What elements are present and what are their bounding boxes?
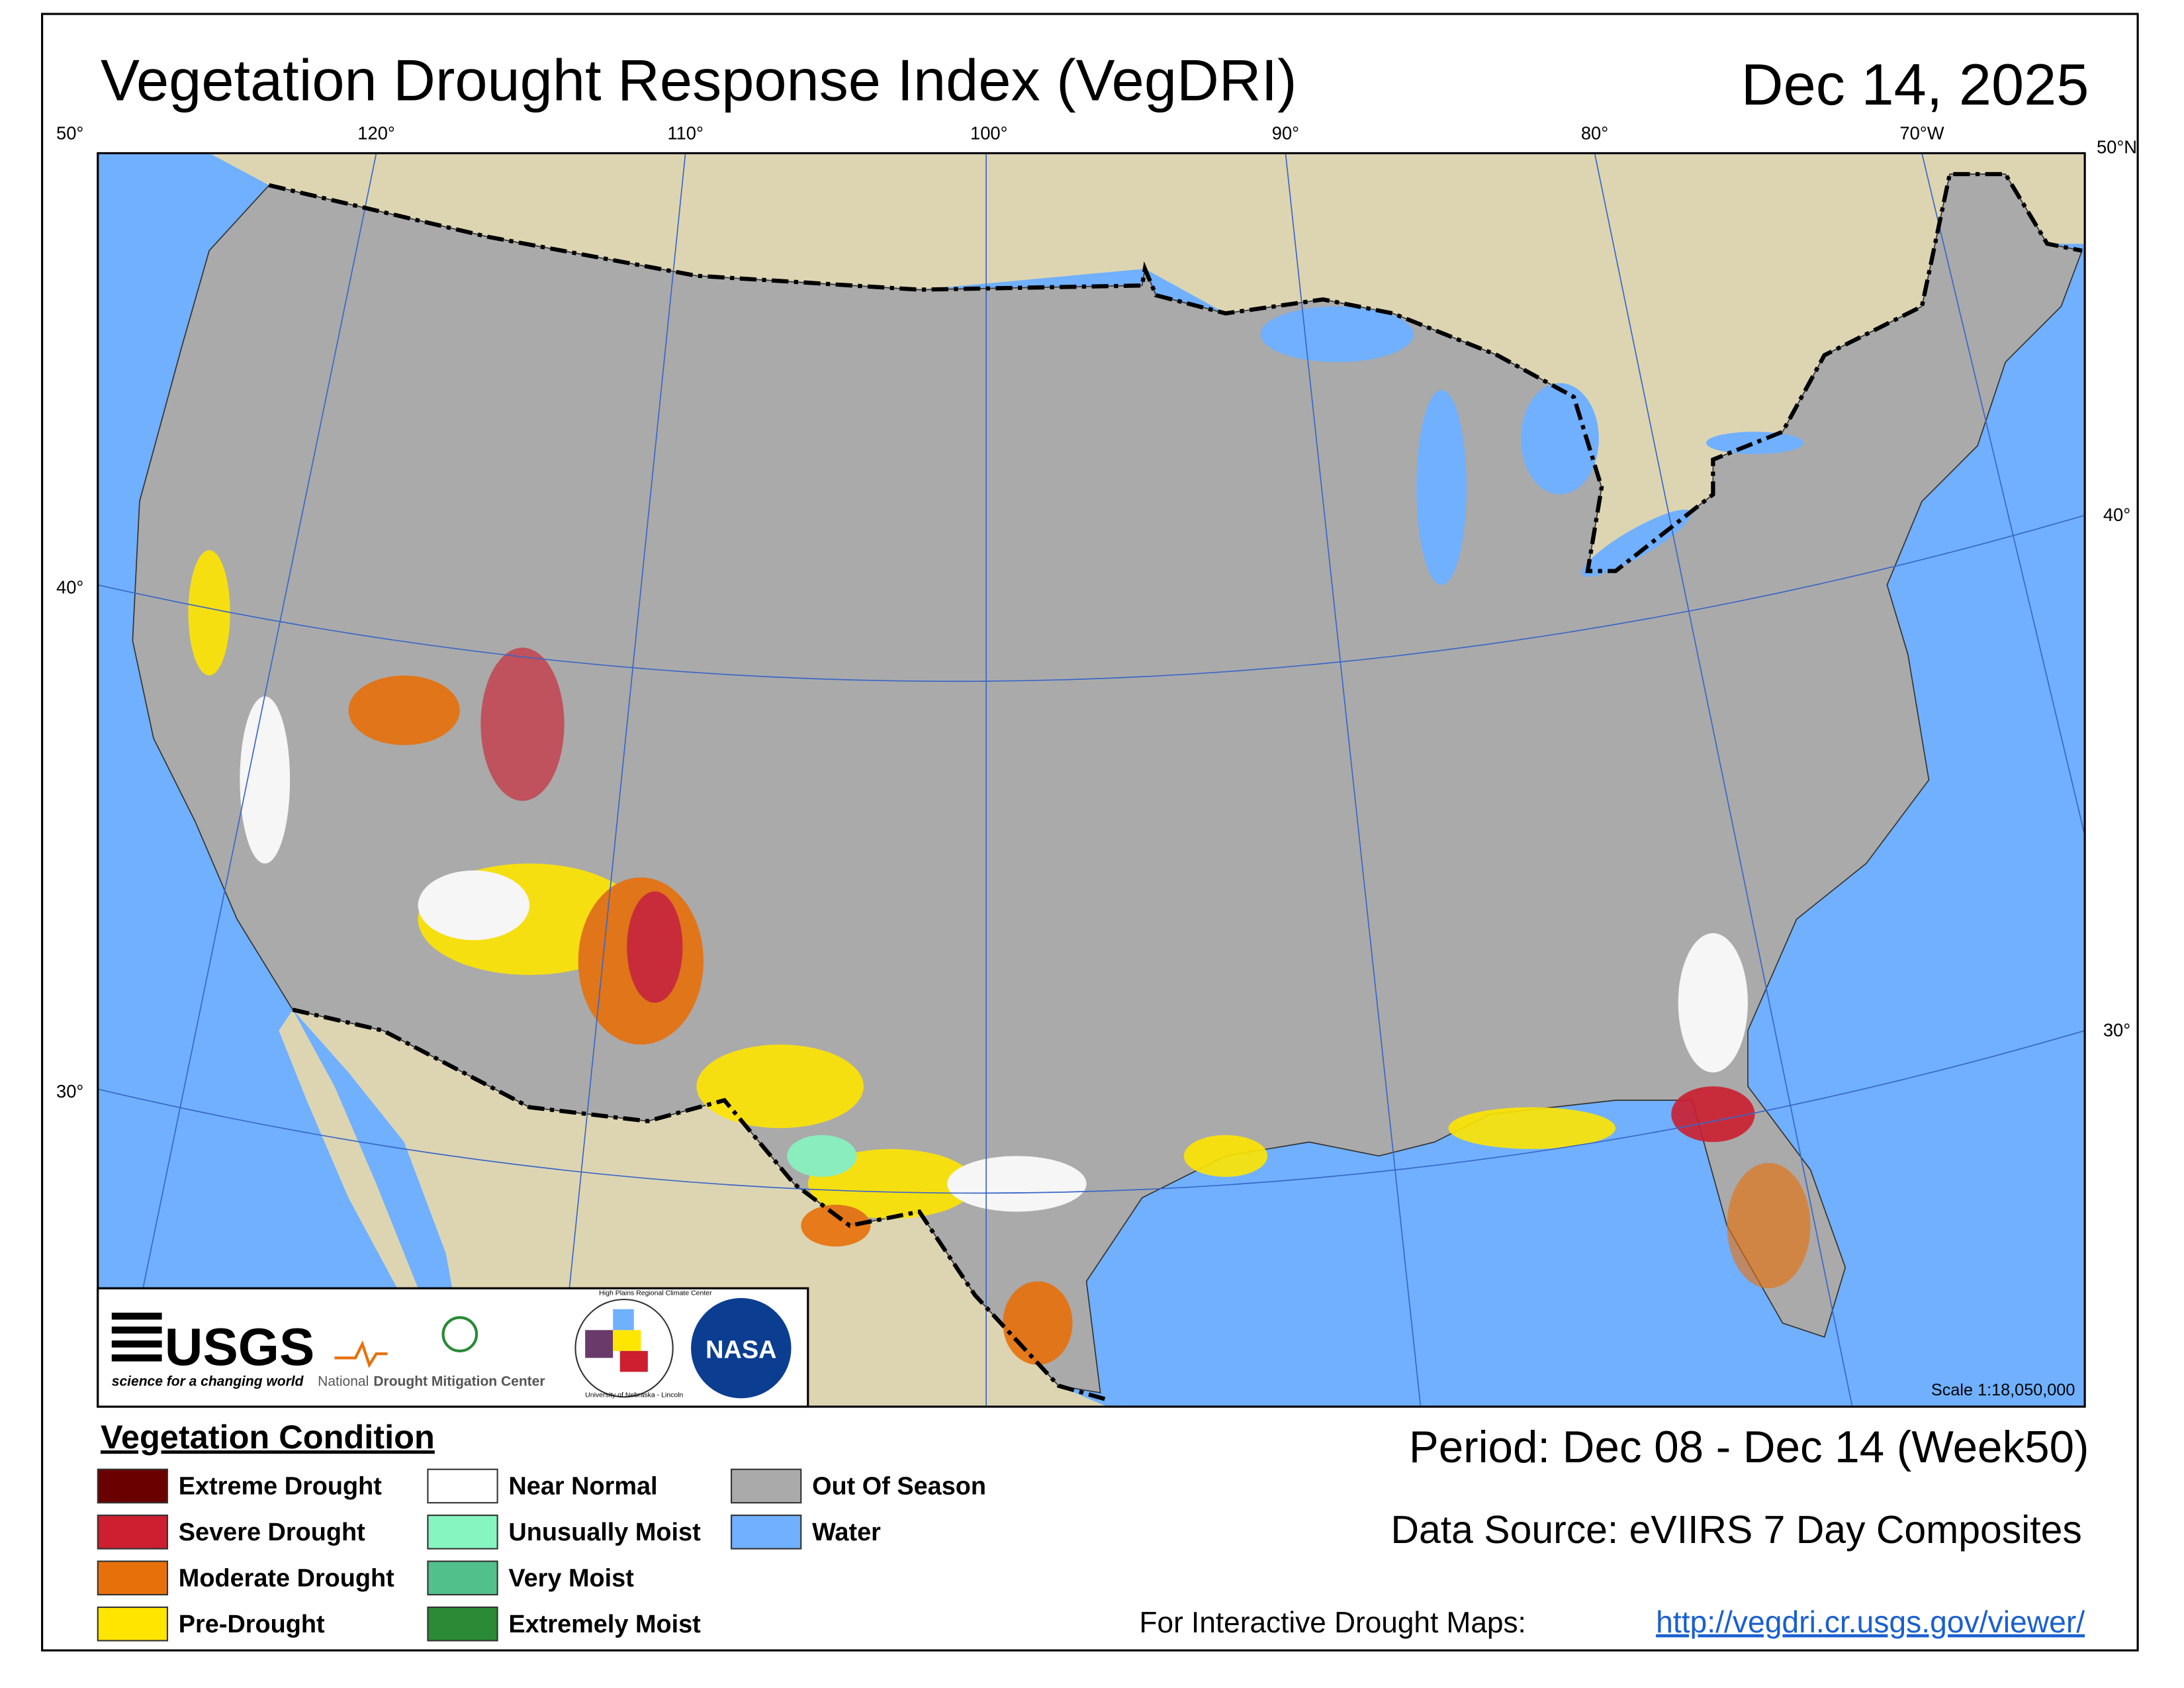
legend-label: Unusually Moist: [508, 1519, 701, 1546]
patch: [1671, 1086, 1755, 1143]
legend-label: Severe Drought: [179, 1519, 365, 1546]
patch: [1678, 933, 1748, 1073]
parallel-40: [97, 514, 2085, 682]
parallel-30: [97, 1030, 2085, 1194]
meridian: [557, 153, 686, 1407]
legend-swatch: [731, 1515, 802, 1550]
hprcc-block: [585, 1330, 614, 1358]
graticule: [97, 153, 2085, 1407]
patch: [696, 1044, 864, 1129]
patch: [1448, 1107, 1616, 1149]
interactive-label: For Interactive Drought Maps:: [1140, 1607, 1526, 1639]
patch: [418, 870, 529, 941]
patch: [188, 550, 230, 676]
legend-swatch: [427, 1606, 498, 1642]
legend-label: Extreme Drought: [179, 1473, 383, 1501]
graticule-label: 90°: [1272, 122, 1299, 143]
hprcc-block: [613, 1309, 634, 1331]
patch: [1003, 1281, 1073, 1365]
hprcc-name: High Plains Regional Climate Center: [599, 1289, 712, 1297]
lake-michigan: [1416, 390, 1467, 585]
legend-swatch: [97, 1468, 169, 1504]
mexico-border: [292, 1008, 1109, 1402]
hprcc-block: [613, 1330, 641, 1351]
condition-patches: [188, 550, 1811, 1365]
hprcc-logo: High Plains Regional Climate Center Univ…: [574, 1289, 712, 1399]
logo-panel: [97, 1287, 809, 1408]
legend-swatch: [97, 1560, 169, 1596]
graticule-label: 100°: [970, 122, 1008, 143]
graticule-label: 40°: [2103, 504, 2130, 525]
graticule-label: 30°: [56, 1081, 83, 1102]
date: Dec 14, 2025: [1741, 52, 2089, 117]
data-source: Data Source: eVIIRS 7 Day Composites: [1390, 1509, 2081, 1552]
canada: [97, 153, 2085, 571]
patch: [1727, 1162, 1811, 1289]
hprcc-block: [619, 1350, 648, 1372]
legend-label: Out Of Season: [812, 1473, 986, 1501]
patch: [627, 891, 683, 1003]
ndmc-graph: [334, 1340, 388, 1368]
graticule-label: 50°: [56, 122, 83, 143]
graticule-label: 80°: [1581, 122, 1608, 143]
scale: Scale 1:18,050,000: [1931, 1381, 2075, 1399]
lake-erie: [1581, 509, 1692, 577]
patch: [480, 647, 565, 801]
baja: [279, 1009, 418, 1289]
nasa-logo: [691, 1297, 792, 1399]
legend-label: Near Normal: [508, 1473, 657, 1501]
legend-label: Very Moist: [508, 1564, 634, 1592]
title: Vegetation Drought Response Index (VegDR…: [101, 47, 1297, 113]
map-frame: [97, 152, 2086, 1408]
usgs-tagline: science for a changing world: [112, 1374, 304, 1389]
legend-label: Extremely Moist: [508, 1611, 701, 1638]
legend-title: Vegetation Condition: [101, 1418, 435, 1456]
legend-swatch: [97, 1606, 169, 1642]
graticule-label: 40°: [56, 577, 83, 597]
patch: [240, 696, 291, 864]
url-link[interactable]: http://vegdri.cr.usgs.gov/viewer/: [1656, 1605, 2085, 1639]
lake-superior: [1260, 306, 1414, 363]
graticule-label: 50°N: [2097, 136, 2137, 157]
patch: [1183, 1135, 1268, 1177]
graticule-label: 110°: [667, 122, 704, 143]
patch: [947, 1156, 1087, 1212]
meridian: [1921, 153, 2085, 836]
meridian: [118, 153, 377, 1407]
patch: [348, 675, 460, 745]
meridian: [1285, 153, 1422, 1407]
lake-ontario: [1706, 432, 1804, 454]
meridian: [1594, 153, 1853, 1407]
unl-name: University of Nebraska - Lincoln: [585, 1391, 683, 1399]
map-area: [97, 152, 2086, 1408]
usgs-logo: USGS: [165, 1317, 315, 1376]
usgs-waves: [111, 1312, 162, 1362]
ndmc-prefix: National: [318, 1374, 369, 1389]
legend-swatch: [97, 1515, 169, 1550]
patch: [787, 1135, 857, 1177]
nasa-text: NASA: [705, 1336, 776, 1364]
legend-swatch: [731, 1468, 802, 1504]
ndmc-tree: [441, 1316, 478, 1352]
legend-swatch: [427, 1560, 498, 1596]
legend-label: Moderate Drought: [179, 1564, 394, 1592]
graticule-label: 120°: [357, 122, 395, 143]
great-lakes: [1260, 306, 1804, 585]
legend-label: Water: [812, 1519, 881, 1546]
legend-label: Pre-Drought: [179, 1611, 325, 1638]
legend-swatch: [427, 1468, 498, 1504]
logo-box: USGS science for a changing world Nation…: [97, 1287, 809, 1408]
period: Period: Dec 08 - Dec 14 (Week50): [1409, 1423, 2089, 1472]
international-border: [268, 171, 2083, 573]
graticule-label: 30°: [2103, 1019, 2130, 1040]
patch: [801, 1204, 871, 1247]
ndmc-name: Drought Mitigation Center: [373, 1374, 545, 1389]
graticule-label: 70°W: [1899, 122, 1944, 143]
legend-swatch: [427, 1515, 498, 1550]
